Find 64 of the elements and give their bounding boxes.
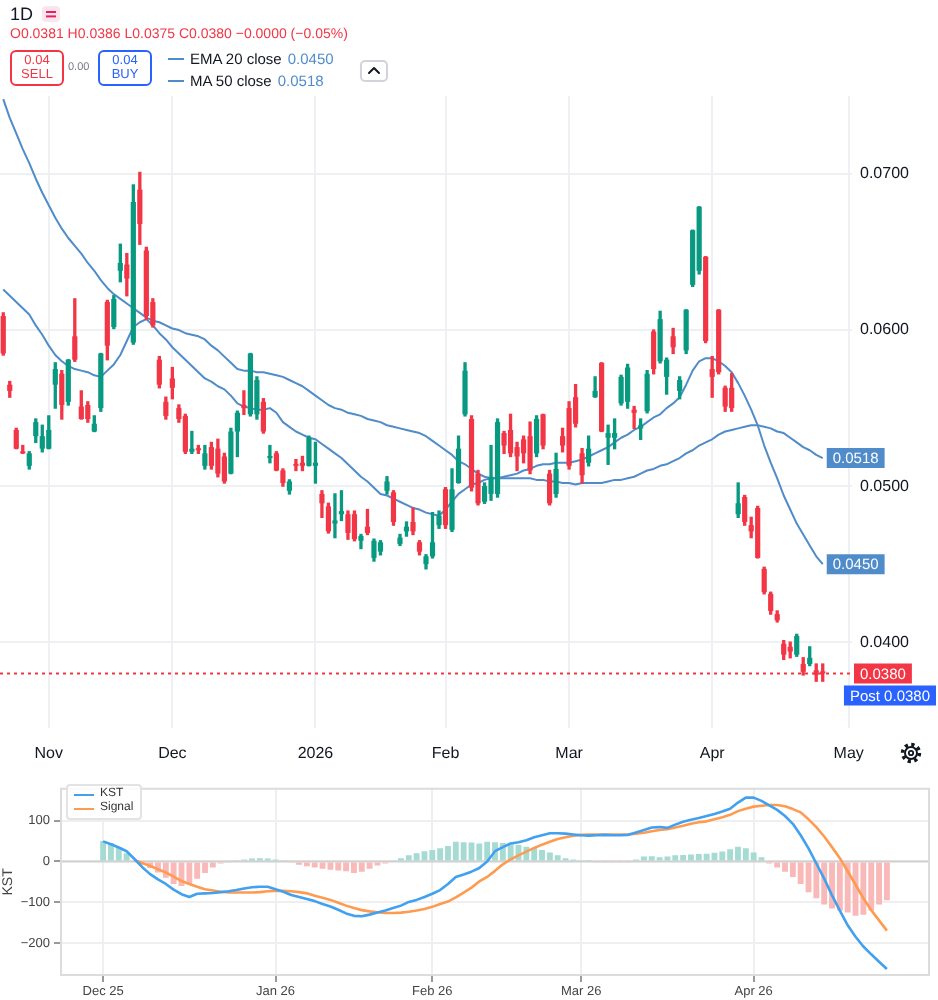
bar [405, 855, 412, 861]
candlestick [293, 458, 299, 472]
bar [484, 841, 491, 861]
x-tick-label: 2026 [297, 744, 335, 763]
bar [413, 853, 420, 861]
bar [202, 862, 208, 873]
bar [358, 862, 365, 872]
y-tick-label: 0.0600 [860, 320, 911, 339]
candlestick [267, 444, 273, 464]
bar [680, 854, 687, 861]
bar [797, 862, 804, 884]
bar [727, 849, 734, 861]
bar [460, 842, 467, 861]
bar [703, 853, 710, 861]
candlestick [332, 493, 338, 539]
bar [335, 862, 342, 871]
bar [883, 862, 890, 901]
y-tick-label: 0.0400 [860, 632, 911, 651]
bar [719, 851, 726, 861]
bar [429, 849, 436, 861]
bar [539, 849, 545, 861]
x-tick-label: Apr [699, 744, 726, 763]
bar [782, 862, 788, 872]
bar [789, 862, 796, 877]
bar [546, 852, 553, 861]
bar [554, 855, 561, 861]
bar [327, 862, 334, 870]
bar [476, 843, 483, 861]
bar [452, 841, 459, 861]
candlestick [605, 424, 611, 465]
chart-title: 1D [10, 4, 34, 24]
y-tick-label: 0.0700 [860, 164, 911, 183]
bar [319, 862, 326, 869]
bar [876, 862, 882, 905]
bar [813, 862, 820, 899]
bar [100, 840, 107, 861]
bar [735, 846, 741, 861]
bar [311, 862, 318, 868]
bar [750, 852, 757, 861]
bar [343, 862, 350, 872]
bar [836, 862, 843, 911]
bar [774, 862, 781, 868]
x-tick-label: May [833, 744, 864, 763]
bar [868, 862, 875, 911]
bar [209, 862, 216, 868]
x-tick-label: Dec [158, 744, 187, 763]
y-tick-label: 0.0500 [860, 476, 911, 495]
bar [672, 855, 679, 861]
bar [366, 862, 373, 869]
x-tick-label: Mar [555, 744, 584, 763]
bar [445, 845, 451, 861]
bar [194, 862, 201, 879]
bar [437, 848, 444, 861]
bar [186, 862, 193, 884]
bar [742, 848, 749, 861]
x-tick-label: Nov [34, 744, 64, 763]
candlestick [241, 390, 247, 415]
bar [688, 854, 694, 861]
candlestick [189, 430, 195, 455]
bar [350, 862, 357, 873]
x-tick-label: Feb [431, 744, 461, 763]
bar [860, 862, 867, 915]
candlestick [631, 405, 637, 430]
bar [695, 854, 702, 861]
